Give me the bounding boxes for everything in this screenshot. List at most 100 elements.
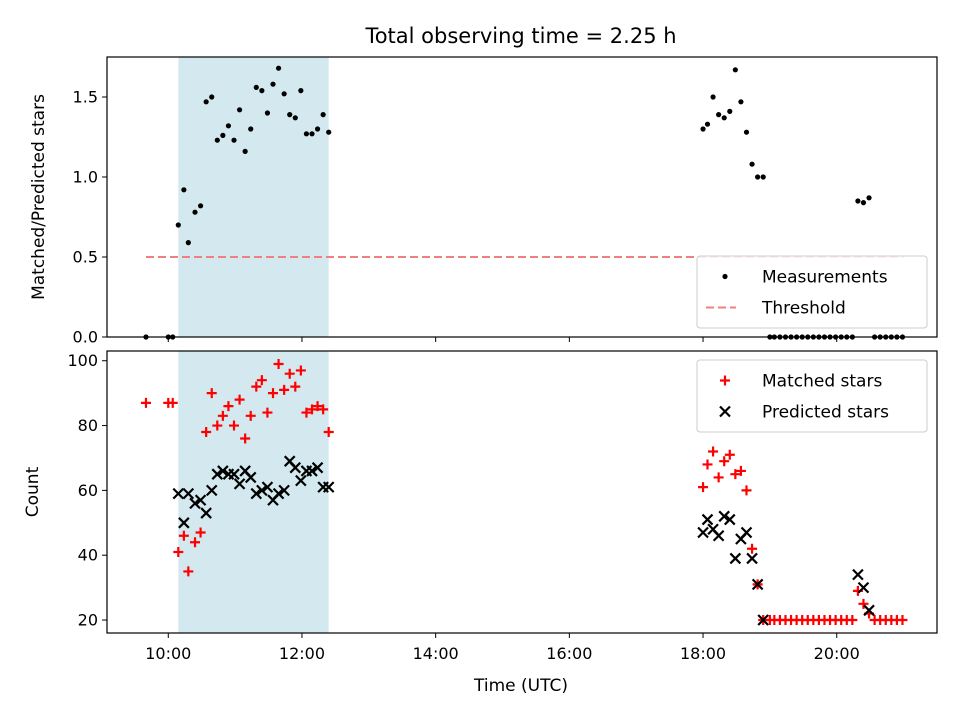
matched-stars-point bbox=[290, 381, 301, 392]
measurements-point bbox=[281, 91, 287, 97]
matched-stars-point bbox=[140, 397, 151, 408]
legend-matched-stars-swatch bbox=[720, 375, 730, 386]
matched-stars-point bbox=[301, 407, 312, 418]
measurements-point bbox=[309, 131, 315, 137]
matched-stars-point bbox=[240, 433, 251, 444]
measurements-point bbox=[755, 174, 761, 180]
matched-stars-point bbox=[698, 482, 709, 493]
predicted-stars-point bbox=[311, 461, 324, 474]
matched-stars-point bbox=[724, 449, 735, 460]
predicted-stars-point bbox=[278, 484, 290, 497]
measurements-point bbox=[727, 108, 733, 114]
matched-stars-point bbox=[167, 397, 178, 408]
bottom-y-tick-label: 80 bbox=[78, 416, 98, 435]
bottom-y-tick-label: 100 bbox=[67, 351, 98, 370]
predicted-stars-point bbox=[194, 494, 207, 506]
predicted-stars-point bbox=[306, 465, 318, 477]
matched-stars-point bbox=[201, 427, 212, 438]
measurements-point bbox=[253, 84, 259, 90]
predicted-stars-point bbox=[724, 513, 736, 526]
x-tick-label: 18:00 bbox=[680, 644, 726, 663]
top-y-tick-label: 1.0 bbox=[73, 168, 98, 187]
x-tick-label: 20:00 bbox=[814, 644, 860, 663]
matched-stars-point bbox=[323, 427, 334, 438]
measurements-point bbox=[704, 121, 711, 127]
matched-stars-point bbox=[234, 394, 245, 405]
predicted-stars-point bbox=[256, 484, 268, 497]
measurements-point bbox=[203, 99, 209, 105]
predicted-stars-point bbox=[200, 507, 212, 519]
predicted-stars-point bbox=[228, 468, 240, 480]
top-y-tick-label: 1.5 bbox=[73, 88, 98, 107]
measurements-point bbox=[721, 115, 727, 121]
bottom-y-axis-label: Count bbox=[23, 466, 43, 517]
matched-stars-point bbox=[312, 401, 323, 412]
matched-stars-point bbox=[173, 546, 184, 557]
predicted-stars-point bbox=[857, 581, 870, 594]
matched-stars-point bbox=[858, 598, 869, 609]
matched-stars-point bbox=[719, 456, 730, 467]
predicted-stars-point bbox=[272, 487, 285, 500]
matched-stars-point bbox=[713, 472, 724, 483]
bottom-legend-box bbox=[696, 359, 928, 433]
measurements-point bbox=[743, 129, 750, 135]
predicted-stars-point bbox=[205, 484, 218, 497]
measurements-point bbox=[231, 137, 237, 143]
matched-stars-point bbox=[273, 358, 284, 369]
matched-stars-point bbox=[178, 530, 189, 541]
matched-stars-point bbox=[223, 401, 234, 412]
matched-stars-point bbox=[183, 566, 194, 577]
measurements-point bbox=[264, 110, 271, 116]
predicted-stars-point bbox=[172, 487, 185, 500]
measurements-point bbox=[749, 161, 755, 167]
measurements-point bbox=[700, 126, 706, 132]
measurements-point bbox=[275, 65, 282, 71]
predicted-stars-point bbox=[729, 552, 742, 565]
matched-stars-point bbox=[735, 465, 746, 476]
measurements-point bbox=[209, 94, 215, 100]
measurements-point bbox=[270, 81, 276, 87]
measurements-point bbox=[326, 129, 332, 135]
top-y-axis-label: Matched/Predicted stars bbox=[29, 94, 49, 300]
matched-stars-point bbox=[268, 388, 278, 399]
measurements-point bbox=[710, 94, 716, 100]
measurements-point bbox=[192, 209, 198, 215]
measurements-point bbox=[314, 126, 321, 132]
matched-stars-point bbox=[245, 410, 256, 421]
matched-stars-point bbox=[279, 384, 290, 395]
matched-stars-point bbox=[295, 365, 306, 376]
predicted-stars-point bbox=[233, 478, 246, 490]
x-tick-label: 10:00 bbox=[145, 644, 191, 663]
measurements-point bbox=[225, 123, 232, 129]
matched-stars-point bbox=[195, 527, 206, 538]
x-tick-label: 14:00 bbox=[413, 644, 459, 663]
measurements-point bbox=[175, 222, 181, 228]
measurements-point bbox=[738, 99, 744, 105]
measurements-point bbox=[214, 137, 220, 143]
predicted-stars-point bbox=[250, 487, 263, 500]
measurements-point bbox=[220, 132, 226, 138]
matched-stars-point bbox=[262, 407, 273, 418]
x-axis-label: Time (UTC) bbox=[473, 676, 568, 696]
predicted-stars-point bbox=[712, 529, 725, 542]
measurements-point bbox=[320, 112, 326, 118]
measurements-point bbox=[760, 174, 766, 180]
legend-threshold-label: Threshold bbox=[761, 299, 846, 319]
measurements-point bbox=[185, 240, 191, 246]
matched-stars-point bbox=[190, 537, 201, 548]
measurements-point bbox=[298, 88, 304, 94]
matched-stars-point bbox=[256, 375, 267, 386]
matched-stars-point bbox=[741, 485, 752, 496]
predicted-stars-point bbox=[182, 487, 195, 500]
matched-stars-point bbox=[708, 446, 719, 457]
bottom-y-tick-label: 20 bbox=[78, 611, 98, 630]
measurements-point bbox=[303, 131, 310, 137]
predicted-stars-point bbox=[211, 468, 224, 480]
measurements-point bbox=[860, 200, 867, 206]
top-y-tick-label: 0.5 bbox=[73, 248, 98, 267]
top-legend-box bbox=[696, 255, 928, 329]
matched-stars-point bbox=[217, 410, 228, 421]
chart-title: Total observing time = 2.25 h bbox=[364, 24, 676, 48]
predicted-stars-point bbox=[863, 604, 875, 617]
predicted-stars-point bbox=[295, 474, 307, 487]
